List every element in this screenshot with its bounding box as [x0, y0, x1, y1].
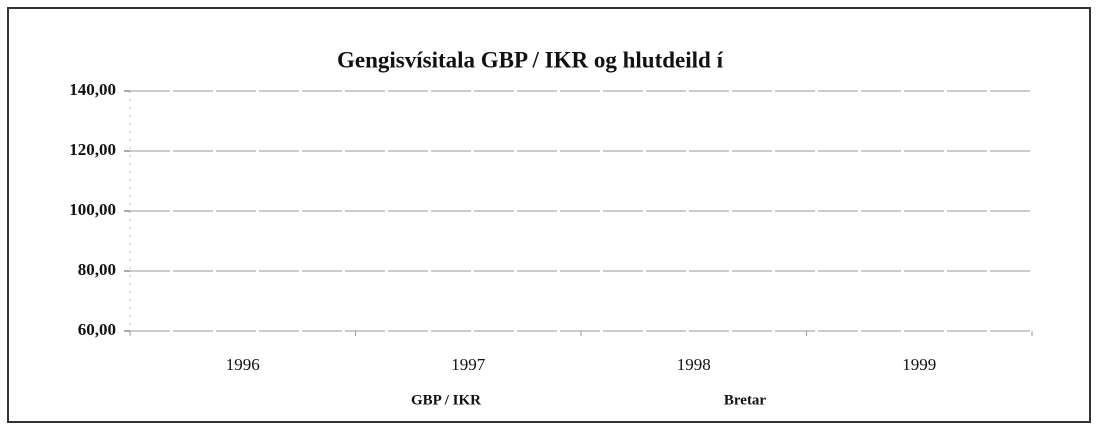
- x-tick-label: 1998: [677, 355, 711, 374]
- chart-border: [7, 7, 1091, 423]
- x-tick-label: 1999: [902, 355, 936, 374]
- y-tick-label: 140,00: [69, 80, 116, 99]
- legend-label: Bretar: [724, 392, 767, 408]
- y-tick-label: 60,00: [78, 320, 116, 339]
- y-tick-label: 100,00: [69, 200, 116, 219]
- x-tick-label: 1996: [226, 355, 260, 374]
- legend-label: GBP / IKR: [411, 392, 481, 408]
- x-tick-label: 1997: [451, 355, 486, 374]
- chart-title: Gengisvísitala GBP / IKR og hlutdeild í: [337, 47, 724, 72]
- y-tick-label: 120,00: [69, 140, 116, 159]
- y-tick-label: 80,00: [78, 260, 116, 279]
